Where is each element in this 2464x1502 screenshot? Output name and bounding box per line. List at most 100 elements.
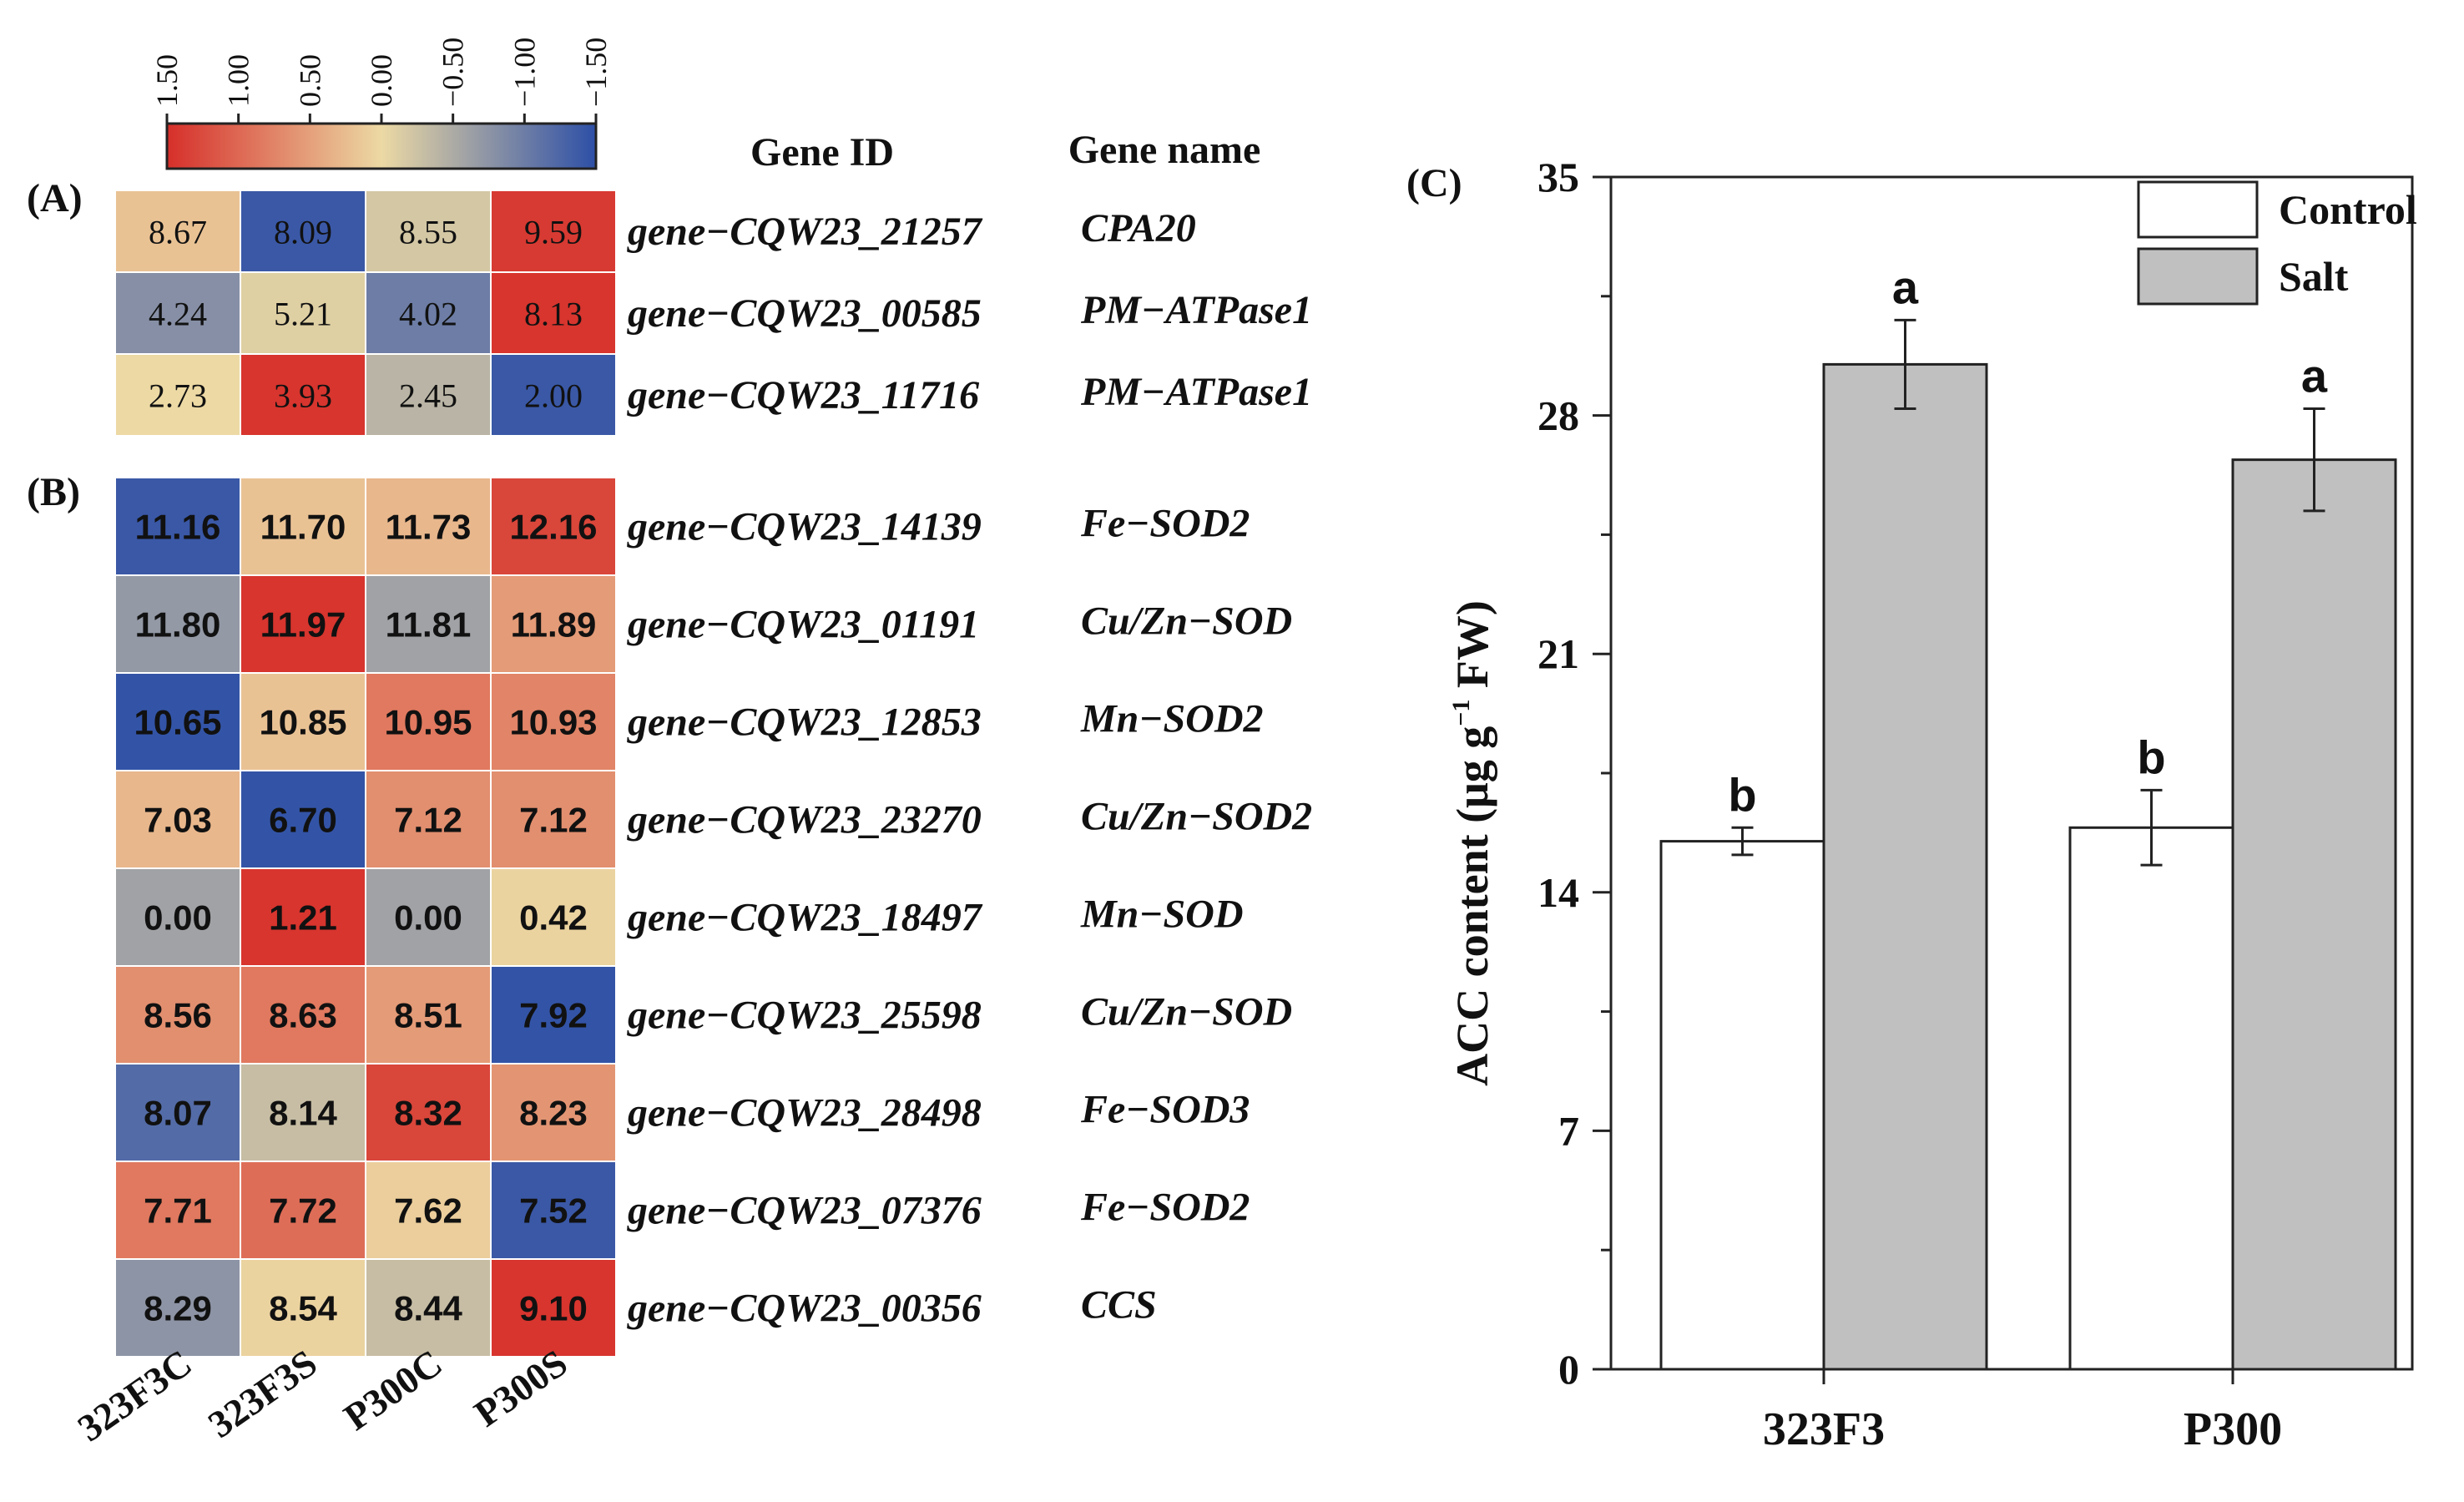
y-tick-label: 28 bbox=[1537, 392, 1579, 439]
bar bbox=[2068, 826, 2234, 1371]
color-scale-tick-label: −1.50 bbox=[579, 38, 613, 107]
gene-id-label: gene−CQW23_12853 bbox=[627, 700, 982, 745]
x-axis-category-labels: 323F3 P300 bbox=[1763, 1369, 2282, 1455]
heatmap-cell bbox=[365, 1161, 492, 1260]
bar-chart-panel-c: 0 7 14 21 28 35 b a b a 323F3 P300 Control Salt AC… bbox=[1447, 154, 2417, 1455]
heatmap-cell bbox=[114, 574, 241, 674]
heatmap-cell bbox=[114, 477, 241, 576]
heatmap-cell-value: 0.42 bbox=[519, 898, 588, 938]
heatmap-cell-value: 3.93 bbox=[274, 377, 332, 414]
heatmap-cell-value: 8.56 bbox=[144, 996, 212, 1035]
heatmap-cell-value: 9.10 bbox=[519, 1289, 588, 1328]
legend-label: Control bbox=[2279, 186, 2417, 233]
heatmap-row: 4.24 5.21 4.02 8.13 gene−CQW23_00585 PM−ATPas… bbox=[114, 271, 1312, 355]
heatmap-cell bbox=[490, 574, 617, 674]
heatmap-row: 8.29 8.54 8.44 9.10 gene−CQW23_00356 CCS bbox=[114, 1258, 1157, 1358]
heatmap-row: 7.71 7.72 7.62 7.52 gene−CQW23_07376 Fe−SOD2 bbox=[114, 1161, 1250, 1260]
gene-name-label: Mn−SOD bbox=[1080, 893, 1243, 937]
gene-id-label: gene−CQW23_21257 bbox=[627, 210, 983, 254]
heatmap-cell-value: 8.23 bbox=[519, 1094, 588, 1133]
gene-id-label: gene−CQW23_11716 bbox=[627, 373, 979, 417]
gene-name-label: Fe−SOD2 bbox=[1080, 502, 1250, 546]
heatmap-cell bbox=[114, 353, 241, 437]
color-scale-tick-label: 0.00 bbox=[365, 54, 398, 107]
heatmap-cell-value: 11.81 bbox=[386, 605, 472, 645]
heatmap-cell bbox=[365, 672, 492, 771]
heatmap-cell-value: 8.44 bbox=[394, 1289, 462, 1328]
significance-letter: b bbox=[2137, 731, 2165, 783]
heatmap-cell-value: 0.00 bbox=[144, 898, 212, 938]
heatmap-cell bbox=[490, 867, 617, 967]
legend-swatch bbox=[2137, 180, 2259, 239]
panel-label-a: (A) bbox=[27, 176, 83, 220]
heatmap-cell bbox=[490, 1258, 617, 1358]
heatmap-cell-value: 8.63 bbox=[269, 996, 337, 1035]
heatmap-cell-value: 5.21 bbox=[274, 295, 332, 332]
heatmap-cell bbox=[240, 1161, 366, 1260]
heatmap-cell-value: 4.02 bbox=[399, 295, 457, 332]
heatmap-cell bbox=[114, 1063, 241, 1162]
significance-letter: b bbox=[1728, 768, 1756, 821]
heatmap-cell bbox=[114, 1161, 241, 1260]
legend-swatch bbox=[2137, 247, 2259, 306]
gene-name-header: Gene name bbox=[1068, 128, 1261, 172]
heatmap-cell-value: 8.54 bbox=[269, 1289, 337, 1328]
heatmap-row: 8.56 8.63 8.51 7.92 gene−CQW23_25598 Cu/Zn−SO… bbox=[114, 965, 1292, 1065]
color-scale-tick-label: 1.00 bbox=[222, 54, 255, 107]
heatmap-cell-value: 8.07 bbox=[144, 1094, 212, 1133]
heatmap-cell-value: 10.95 bbox=[384, 703, 472, 742]
color-scale-tick-label: 1.50 bbox=[150, 54, 184, 107]
heatmap-cell bbox=[490, 477, 617, 576]
heatmap-row: 11.16 11.70 11.73 12.16 gene−CQW23_14139 Fe−S… bbox=[114, 477, 1250, 576]
color-scale-ticks: 1.50 1.00 0.50 0.00 −0.50 −1.00 −1.50 bbox=[150, 38, 613, 124]
chart-legend: Control Salt bbox=[2137, 180, 2417, 306]
heatmap-cell bbox=[490, 353, 617, 437]
gene-name-label: Fe−SOD3 bbox=[1080, 1088, 1250, 1132]
panel-label-c: (C) bbox=[1406, 161, 1462, 205]
heatmap-cell-value: 8.29 bbox=[144, 1289, 212, 1328]
x-category-label: P300 bbox=[2184, 1403, 2282, 1455]
heatmap-row: 7.03 6.70 7.12 7.12 gene−CQW23_23270 Cu/Zn−SO… bbox=[114, 770, 1312, 869]
gene-id-label: gene−CQW23_01191 bbox=[627, 603, 979, 647]
heatmap-cell bbox=[365, 353, 492, 437]
significance-letter: a bbox=[1892, 260, 1919, 313]
heatmap-cell bbox=[240, 190, 366, 273]
y-tick-label: 35 bbox=[1537, 154, 1579, 200]
heatmap-cell bbox=[365, 190, 492, 273]
bar-series: b a b a bbox=[1659, 260, 2397, 1371]
heatmap-cell-value: 7.71 bbox=[144, 1191, 212, 1231]
heatmap-cell bbox=[114, 271, 241, 355]
heatmap-cell-value: 9.59 bbox=[524, 213, 583, 250]
heatmap-cell-value: 10.85 bbox=[259, 703, 346, 742]
heatmap-cell-value: 11.80 bbox=[135, 605, 221, 645]
heatmap-cell-value: 12.16 bbox=[509, 508, 597, 547]
heatmap-cell-value: 7.92 bbox=[519, 996, 588, 1035]
heatmap-cell-value: 7.12 bbox=[519, 801, 588, 840]
heatmap-cell bbox=[240, 672, 366, 771]
gene-id-label: gene−CQW23_18497 bbox=[627, 896, 983, 940]
heatmap-row: 10.65 10.85 10.95 10.93 gene−CQW23_12853 Mn−S… bbox=[114, 672, 1263, 771]
gene-id-label: gene−CQW23_23270 bbox=[627, 798, 982, 842]
heatmap-cell-value: 11.97 bbox=[260, 605, 346, 645]
gene-name-label: Mn−SOD2 bbox=[1080, 697, 1263, 741]
y-tick-label: 7 bbox=[1558, 1107, 1579, 1154]
heatmap-cell-value: 7.62 bbox=[394, 1191, 462, 1231]
heatmap-cell bbox=[365, 477, 492, 576]
gene-name-label: Cu/Zn−SOD bbox=[1081, 990, 1292, 1034]
heatmap-cell bbox=[365, 574, 492, 674]
bar bbox=[1659, 840, 1825, 1371]
heatmap-cell-value: 7.52 bbox=[519, 1191, 588, 1231]
heatmap-cell bbox=[490, 965, 617, 1065]
gene-name-label: Cu/Zn−SOD2 bbox=[1081, 795, 1312, 839]
heatmap-cell bbox=[240, 867, 366, 967]
color-scale-bar bbox=[165, 122, 598, 170]
heatmap-cell bbox=[114, 1258, 241, 1358]
heatmap-cell-value: 4.24 bbox=[149, 295, 207, 332]
heatmap-cell bbox=[240, 477, 366, 576]
gene-name-label: PM−ATPase1 bbox=[1080, 288, 1312, 332]
heatmap-cell bbox=[240, 965, 366, 1065]
heatmap-row: 2.73 3.93 2.45 2.00 gene−CQW23_11716 PM−ATPas… bbox=[114, 353, 1312, 437]
gene-id-label: gene−CQW23_14139 bbox=[627, 505, 982, 549]
heatmap-cell-value: 2.45 bbox=[399, 377, 457, 414]
